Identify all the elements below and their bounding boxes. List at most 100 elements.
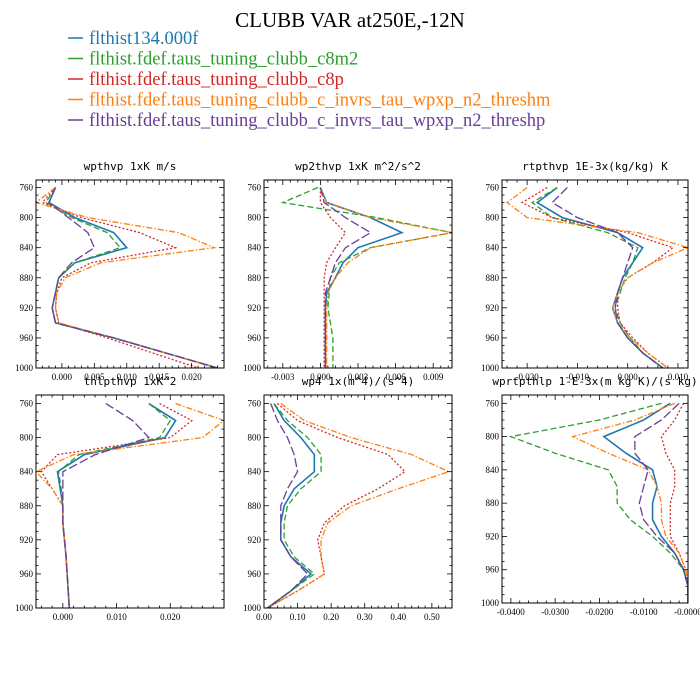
- x-tick-label: 0.010: [106, 612, 127, 622]
- legend-entry-label: flthist.fdef.taus_tuning_clubb_c8m2: [89, 50, 358, 70]
- y-tick-label: 1000: [481, 363, 500, 373]
- y-tick-label: 960: [486, 333, 500, 343]
- panel-title: rtpthvp 1E-3x(kg/kg) K: [522, 160, 668, 173]
- series-line-3: [267, 403, 407, 608]
- series-line-1: [266, 403, 316, 608]
- y-tick-label: 760: [20, 183, 34, 193]
- y-tick-label: 760: [20, 399, 34, 409]
- y-tick-label: 840: [248, 243, 262, 253]
- y-tick-label: 840: [486, 243, 500, 253]
- y-tick-label: 800: [20, 433, 34, 443]
- y-tick-label: 960: [486, 565, 500, 575]
- panel-3: rtpthvp 1E-3x(kg/kg) K 760 800 840 880 920 960…: [481, 160, 689, 382]
- y-tick-label: 960: [248, 333, 262, 343]
- x-tick-label: 0.000: [618, 372, 639, 382]
- x-tick-label: -0.020: [516, 372, 540, 382]
- panel-title: thlpthvp 1xK^2: [84, 375, 177, 388]
- series-line-3: [319, 187, 347, 368]
- x-tick-label: 0.009: [423, 372, 444, 382]
- panel-1: wpthvp 1xK m/s 760 800 840 880 920 960 1000 0.00…: [15, 160, 225, 382]
- legend-entry-label: flthist.fdef.taus_tuning_clubb_c8p: [89, 70, 344, 90]
- x-tick-label: 0.10: [290, 612, 306, 622]
- y-tick-label: 880: [20, 273, 34, 283]
- y-tick-label: 760: [486, 398, 500, 408]
- x-tick-label: 0.020: [181, 372, 202, 382]
- x-tick-label: 0.00: [256, 612, 272, 622]
- y-tick-label: 920: [486, 303, 500, 313]
- series-line-5: [62, 402, 150, 608]
- panel-title: wp4 1x(m^4)/(s^4): [302, 375, 415, 388]
- y-tick-label: 800: [486, 432, 500, 442]
- legend-entry-label: flthist.fdef.taus_tuning_clubb_c_invrs_t…: [89, 111, 545, 131]
- x-tick-label: 0.003: [348, 372, 369, 382]
- x-tick-label: 0.40: [390, 612, 406, 622]
- y-tick-label: 1000: [15, 363, 34, 373]
- y-tick-label: 1000: [481, 598, 500, 608]
- series-line-4: [319, 187, 452, 368]
- y-tick-label: 760: [248, 399, 262, 409]
- y-tick-label: 840: [248, 467, 262, 477]
- y-tick-label: 800: [20, 213, 34, 223]
- y-tick-label: 960: [20, 569, 34, 579]
- y-tick-label: 880: [486, 273, 500, 283]
- x-tick-label: 0.30: [357, 612, 373, 622]
- y-tick-label: 880: [248, 501, 262, 511]
- panels: wpthvp 1xK m/s76080084088092096010000.00…: [15, 160, 700, 622]
- plot-frame: [501, 394, 689, 604]
- plot-frame: [501, 179, 689, 369]
- y-tick-label: 960: [248, 569, 262, 579]
- panel-4: thlpthvp 1xK^2 760 800 840 880 920 960 1000 0.00…: [15, 375, 225, 622]
- series-line-4: [505, 186, 688, 368]
- x-tick-label: 0.000: [53, 612, 74, 622]
- series-line-5: [551, 187, 664, 368]
- y-tick-label: 920: [486, 531, 500, 541]
- plot-frame: [35, 394, 225, 609]
- y-tick-label: 920: [20, 535, 34, 545]
- panel-2: wp2thvp 1xK m^2/s^2 760 800 840 880 920 960 100…: [243, 160, 453, 382]
- x-tick-label: -0.010: [566, 372, 590, 382]
- x-tick-label: -0.0000: [674, 607, 700, 617]
- x-tick-label: -0.0300: [541, 607, 569, 617]
- panel-title: wprtpthlp 1-E-3x(m kg K)/(s kg): [492, 375, 697, 388]
- legend: flthist134.000fflthist.fdef.taus_tuning_…: [68, 29, 551, 131]
- series-line-4: [36, 402, 224, 608]
- x-tick-label: 0.006: [385, 372, 406, 382]
- legend-entry-label: flthist134.000f: [89, 29, 199, 49]
- x-tick-label: 0.015: [149, 372, 170, 382]
- y-tick-label: 920: [20, 303, 34, 313]
- y-tick-label: 840: [20, 467, 34, 477]
- y-tick-label: 760: [486, 183, 500, 193]
- x-tick-label: -0.0100: [630, 607, 658, 617]
- y-tick-label: 920: [248, 303, 262, 313]
- y-tick-label: 960: [20, 333, 34, 343]
- series-line-3: [41, 187, 199, 368]
- series-line-4: [570, 402, 688, 603]
- y-tick-label: 800: [486, 213, 500, 223]
- series-line-4: [36, 187, 218, 368]
- x-tick-label: 0.000: [310, 372, 331, 382]
- y-tick-label: 920: [248, 535, 262, 545]
- x-tick-label: 0.020: [160, 612, 181, 622]
- series-line-5: [266, 403, 309, 608]
- x-tick-label: -0.003: [271, 372, 295, 382]
- plot-frame: [35, 179, 225, 369]
- figure-title: CLUBB VAR at250E,-12N: [235, 8, 465, 32]
- y-tick-label: 800: [248, 433, 262, 443]
- x-tick-label: -0.0200: [586, 607, 614, 617]
- x-tick-label: 0.005: [84, 372, 105, 382]
- series-line-2: [530, 186, 664, 368]
- x-tick-label: 0.010: [668, 372, 689, 382]
- legend-entry-label: flthist.fdef.taus_tuning_clubb_c_invrs_t…: [89, 91, 551, 111]
- series-line-5: [319, 187, 372, 368]
- y-tick-label: 840: [20, 243, 34, 253]
- panel-6: wprtpthlp 1-E-3x(m kg K)/(s kg) 760 800 840…: [481, 375, 700, 617]
- series-line-2: [266, 403, 322, 608]
- y-tick-label: 880: [248, 273, 262, 283]
- series-line-5: [48, 187, 218, 368]
- x-tick-label: -0.0400: [497, 607, 525, 617]
- y-tick-label: 880: [20, 501, 34, 511]
- y-tick-label: 1000: [243, 363, 262, 373]
- panel-title: wp2thvp 1xK m^2/s^2: [295, 160, 421, 173]
